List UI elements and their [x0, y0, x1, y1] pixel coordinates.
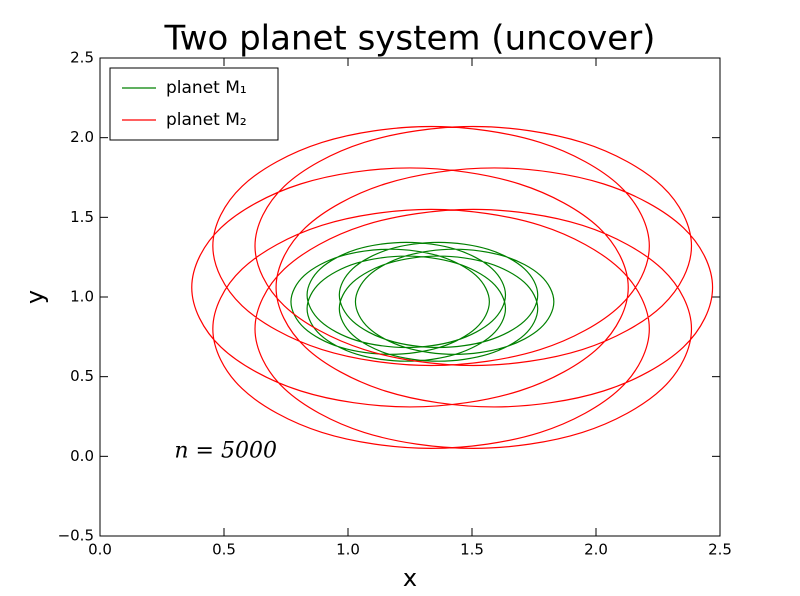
y-tick-label: 1.5 — [70, 208, 94, 226]
chart-title: Two planet system (uncover) — [164, 19, 656, 59]
y-tick-label: 0.5 — [70, 367, 94, 385]
x-axis-label: x — [403, 564, 417, 592]
y-tick-label: 2.5 — [70, 49, 94, 67]
x-tick-label: 2.5 — [708, 541, 732, 559]
y-tick-label: 0.0 — [70, 447, 94, 465]
x-tick-label: 2.0 — [584, 541, 608, 559]
orbit-line — [290, 241, 555, 362]
orbit-line — [191, 125, 714, 449]
x-tick-label: 0.5 — [212, 541, 236, 559]
y-tick-label: −0.5 — [58, 527, 94, 545]
x-tick-label: 1.0 — [336, 541, 360, 559]
plot-frame — [99, 57, 721, 537]
legend-label: planet M₂ — [166, 110, 247, 130]
legend-box — [109, 67, 279, 141]
annotation: n = 5000 — [174, 439, 277, 464]
legend-label: planet M₁ — [166, 78, 247, 98]
y-tick-label: 1.0 — [70, 288, 94, 306]
y-axis-label: y — [21, 290, 49, 304]
y-tick-label: 2.0 — [70, 128, 94, 146]
x-tick-label: 0.0 — [88, 541, 112, 559]
x-tick-label: 1.5 — [460, 541, 484, 559]
